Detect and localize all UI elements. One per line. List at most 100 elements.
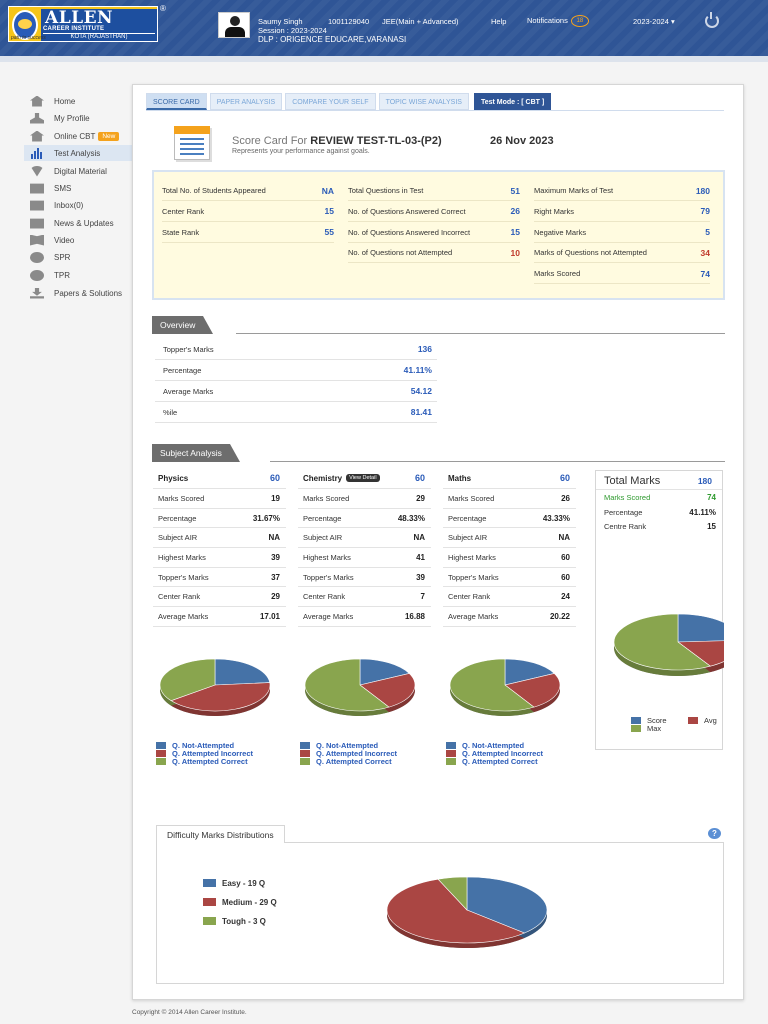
user-icon [30,112,44,124]
notification-count-badge: 18 [570,15,589,27]
summary-value: 5 [705,227,710,238]
summary-value: 74 [700,268,710,279]
test-mode-label: Test Mode : [ CBT ] [473,93,552,110]
test-name: REVIEW TEST-TL-03-(P2) [310,135,442,147]
summary-label: No. of Questions Answered Correct [348,206,466,216]
legend-swatch [203,898,216,906]
scorecard-icon [168,124,216,164]
header-strip [0,56,768,62]
subject-pie-legend: Q. Not-Attempted Q. Attempted Incorrect Q.… [156,741,253,766]
legend-label: Q. Not-Attempted [462,740,525,750]
sidebar-item-test-analysis[interactable]: Test Analysis [24,145,134,161]
sidebar-item-video[interactable]: Video [24,232,134,248]
overview-value: 136 [417,344,432,354]
sidebar-item-online-cbt[interactable]: Online CBT New [24,128,134,144]
sidebar-item-inbox-0-[interactable]: Inbox(0) [24,197,134,213]
summary-value: 10 [510,247,520,258]
help-icon[interactable]: ? [708,828,721,839]
total-marks-max: 180 [697,476,712,486]
session-select[interactable]: 2023-2024 ▾ [633,17,675,26]
subject-row-label: Percentage [158,513,197,523]
allen-logo[interactable]: ALLEN CAREER INSTITUTE KOTA (RAJASTHAN) … [8,6,158,42]
legend-swatch [300,749,310,757]
summary-value: 15 [510,227,520,238]
total-marks-label: Percentage [604,507,643,517]
sidebar-item-digital-material[interactable]: Digital Material [24,163,134,179]
legend-item: Q. Attempted Correct [446,756,543,766]
student-name: Saumy Singh [258,17,303,26]
legend-swatch [688,716,698,724]
scorecard-title: Score Card For REVIEW TEST-TL-03-(P2) [232,135,442,147]
tab-compare-your-self[interactable]: COMPARE YOUR SELF [285,93,376,110]
overview-row: Topper's Marks 136 [155,339,437,360]
sidebar-item-my-profile[interactable]: My Profile [24,110,134,126]
overview-label: %ile [163,407,178,417]
logo-location: KOTA (RAJASTHAN) [43,33,155,40]
difficulty-title: Difficulty Marks Distributions [156,825,285,843]
sidebar-item-label: Inbox(0) [54,200,84,210]
legend-item: Medium - 29 Q [203,898,277,907]
home-icon [30,130,44,142]
summary-row: Right Marks 79 [534,202,710,222]
subject-max-marks: 60 [559,473,570,483]
tab-paper-analysis[interactable]: PAPER ANALYSIS [209,93,283,110]
registered-mark: ® [160,4,166,13]
logo-title: ALLEN [45,8,114,28]
legend-swatch [156,757,166,765]
subject-row-label: Marks Scored [448,493,495,503]
summary-label: Total No. of Students Appeared [162,186,266,195]
legend-swatch [446,741,456,749]
summary-label: No. of Questions Answered Incorrect [348,227,471,237]
subject-analysis-rule [270,461,725,462]
tab-score-card[interactable]: SCORE CARD [146,93,207,110]
wifi-icon [30,165,44,177]
subject-row: Center Rank 7 [298,587,431,608]
legend-label: Q. Attempted Correct [462,756,538,766]
subject-row: Highest Marks 39 [153,548,286,568]
legend-item: Easy - 19 Q [203,879,265,888]
summary-label: No. of Questions not Attempted [348,248,453,258]
legend-label: Q. Not-Attempted [316,740,379,750]
summary-label: Negative Marks [534,227,587,237]
sidebar-item-tpr[interactable]: TPR [24,267,134,283]
course-name: JEE(Main + Advanced) [382,17,459,26]
sidebar-item-news-updates[interactable]: News & Updates [24,215,134,231]
subject-row-label: Topper's Marks [303,572,354,582]
subject-row-value: 7 [420,592,425,602]
subject-row: Average Marks 20.22 [443,607,576,627]
sidebar-item-papers-solutions[interactable]: Papers & Solutions [24,285,134,301]
overview-header: Overview [152,316,214,334]
overview-label: Topper's Marks [163,344,214,354]
pie-icon [30,251,44,263]
power-icon[interactable] [705,12,719,28]
sidebar-item-home[interactable]: Home [24,93,134,109]
subject-row-value: 41 [416,552,425,562]
sidebar-item-label: Test Analysis [54,148,101,158]
help-link[interactable]: Help [491,17,507,26]
summary-label: Center Rank [162,206,205,216]
notifications-label: Notifications [527,15,568,25]
legend-item: Q. Not-Attempted [300,740,397,750]
total-marks-label: Marks Scored [604,493,651,502]
summary-label: Right Marks [534,206,575,216]
summary-label: Marks Scored [534,269,581,279]
notifications-link[interactable]: Notifications 18 [527,15,589,27]
subject-row-value: 16.88 [404,611,425,621]
total-marks-label: Centre Rank [604,522,647,531]
subject-row-label: Topper's Marks [448,572,499,582]
legend-item: Q. Attempted Correct [156,757,253,766]
sidebar-item-label: Papers & Solutions [54,288,123,298]
scorecard-title-prefix: Score Card For [232,135,311,147]
subject-row-label: Center Rank [448,592,491,602]
sidebar-item-spr[interactable]: SPR [24,249,134,265]
logo-text: ALLEN CAREER INSTITUTE KOTA (RAJASTHAN) [41,8,157,41]
sidebar-item-label: Home [54,96,76,106]
summary-value: 180 [695,185,710,196]
tab-topic-wise-analysis[interactable]: TOPIC WISE ANALYSIS [378,93,469,110]
scorecard-subtitle: Represents your performance against goal… [232,148,370,155]
subject-row: Center Rank 24 [443,587,576,608]
sidebar-item-sms[interactable]: SMS [24,180,134,196]
summary-table: Total No. of Students Appeared NA Center R… [152,170,725,300]
view-detail-button[interactable]: View Detail [346,474,380,482]
legend-label: Avg [704,715,717,725]
